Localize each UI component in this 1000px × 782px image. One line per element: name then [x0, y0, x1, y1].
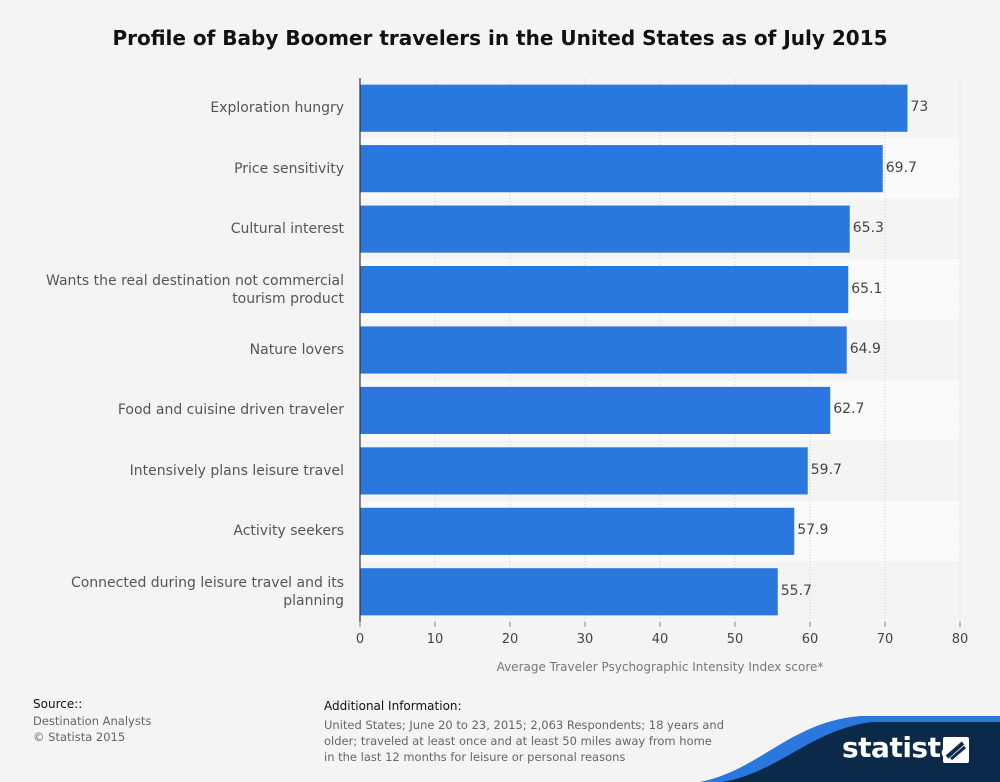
x-tick-label: 60: [801, 632, 819, 647]
statista-logo-icon: [943, 737, 969, 763]
category-label: Price sensitivity: [234, 160, 344, 177]
category-label: Intensively plans leisure travel: [129, 462, 344, 479]
bar[interactable]: [360, 265, 849, 314]
value-label: 65.3: [852, 220, 884, 237]
x-tick-label: 20: [501, 632, 519, 647]
statista-logo[interactable]: statista: [842, 731, 959, 764]
x-tick-label: 50: [726, 632, 744, 647]
bar[interactable]: [360, 447, 808, 495]
x-tick-label: 40: [651, 632, 669, 647]
x-tick-label: 0: [355, 632, 365, 647]
chart-title: Profile of Baby Boomer travelers in the …: [112, 26, 888, 50]
bar[interactable]: [360, 326, 847, 374]
category-label: Activity seekers: [233, 523, 344, 540]
bar[interactable]: [360, 386, 831, 435]
bar[interactable]: [360, 145, 883, 193]
x-tick-label: 80: [951, 632, 969, 647]
value-label: 55.7: [780, 582, 812, 599]
category-label: Exploration hungry: [210, 100, 344, 117]
category-label: Connected during leisure travel and its …: [70, 574, 344, 609]
copyright-line: © Statista 2015: [33, 730, 126, 744]
category-label: Wants the real destination not commercia…: [46, 272, 344, 307]
source-heading: Source::: [33, 697, 83, 711]
bar[interactable]: [360, 568, 778, 616]
x-tick-label: 70: [876, 632, 894, 647]
category-label: Food and cuisine driven traveler: [117, 402, 344, 419]
category-label: Cultural interest: [230, 221, 344, 238]
value-label: 62.7: [833, 401, 865, 418]
value-label: 65.1: [851, 280, 883, 297]
bar[interactable]: [360, 507, 795, 555]
value-label: 69.7: [885, 159, 917, 176]
additional-info-heading: Additional Information:: [324, 699, 462, 713]
x-tick-label: 10: [426, 632, 444, 647]
source-line: Destination Analysts: [33, 714, 152, 728]
value-label: 59.7: [810, 461, 842, 478]
category-label: Nature lovers: [249, 342, 344, 358]
x-axis-label: Average Traveler Psychographic Intensity…: [496, 660, 824, 674]
additional-info-text: United States; June 20 to 23, 2015; 2,06…: [324, 718, 724, 764]
bar[interactable]: [360, 205, 850, 253]
value-label: 73: [910, 99, 929, 116]
x-tick-label: 30: [576, 632, 594, 647]
value-label: 57.9: [797, 522, 829, 539]
bar[interactable]: [360, 84, 908, 132]
value-label: 64.9: [849, 341, 881, 357]
